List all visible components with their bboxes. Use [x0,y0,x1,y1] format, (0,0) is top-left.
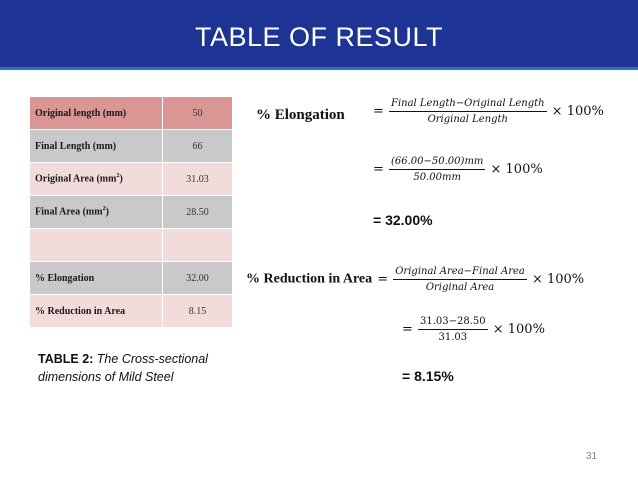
equals-sign: = [377,272,389,287]
table-row: % Elongation 32.00 [29,261,233,295]
table-row: Original length (mm) 50 [29,96,233,130]
table-row: % Reduction in Area 8.15 [29,294,233,328]
equals-sign: = [373,104,384,119]
elongation-substitution: = (66.00−50.00)mm 50.00mm × 100% [373,156,543,183]
caption-text: The Cross-sectional dimensions of Mild S… [38,352,208,384]
elongation-result: = 32.00% [373,212,433,228]
row-label: % Reduction in Area [29,294,163,328]
row-label: Final Area (mm2) [29,195,163,229]
row-value: 66 [162,129,233,163]
fraction-denominator: 50.00mm [413,172,461,183]
fraction-denominator: Original Length [427,114,508,125]
title-bar: TABLE OF RESULT [0,0,638,70]
row-value: 8.15 [162,294,233,328]
row-value [162,228,233,262]
elongation-formula: = Final Length−Original Length Original … [373,98,604,125]
elongation-heading: % Elongation [256,107,345,123]
reduction-formula: % Reduction in Area = Original Area−Fina… [246,266,584,293]
row-value: 28.50 [162,195,233,229]
fraction-numerator: Final Length−Original Length [389,98,547,112]
table-row: Final Area (mm2) 28.50 [29,195,233,229]
substitution-fraction: (66.00−50.00)mm 50.00mm [389,156,486,183]
reduction-substitution: = 31.03−28.50 31.03 × 100% [402,316,545,343]
table-caption: TABLE 2: The Cross-sectional dimensions … [38,350,238,386]
reduction-heading: % Reduction in Area [246,271,373,287]
row-label [29,228,163,262]
table-row: Original Area (mm2) 31.03 [29,162,233,196]
elongation-fraction: Final Length−Original Length Original Le… [389,98,547,125]
equals-sign: = [402,322,413,337]
fraction-denominator: Original Area [425,282,495,293]
substitution-fraction: 31.03−28.50 31.03 [418,316,488,343]
reduction-result: = 8.15% [402,368,454,384]
multiplier: × 100% [551,104,604,119]
fraction-numerator: 31.03−28.50 [418,316,488,330]
row-value: 31.03 [162,162,233,196]
results-table: Original length (mm) 50 Final Length (mm… [29,96,233,328]
row-value: 50 [162,96,233,130]
row-value: 32.00 [162,261,233,295]
caption-label: TABLE 2: [38,352,94,366]
table-row [29,228,233,262]
page-number: 31 [586,451,598,462]
fraction-denominator: 31.03 [438,332,468,343]
reduction-fraction: Original Area−Final Area Original Area [393,266,527,293]
table-row: Final Length (mm) 66 [29,129,233,163]
slide-title: TABLE OF RESULT [194,22,444,52]
multiplier: × 100% [490,162,543,177]
equals-sign: = [373,162,384,177]
fraction-numerator: Original Area−Final Area [393,266,527,280]
multiplier: × 100% [531,272,585,287]
row-label: Final Length (mm) [29,129,163,163]
row-label: % Elongation [29,261,163,295]
multiplier: × 100% [492,322,545,337]
row-label: Original Area (mm2) [29,162,163,196]
fraction-numerator: (66.00−50.00)mm [389,156,486,170]
row-label: Original length (mm) [29,96,163,130]
